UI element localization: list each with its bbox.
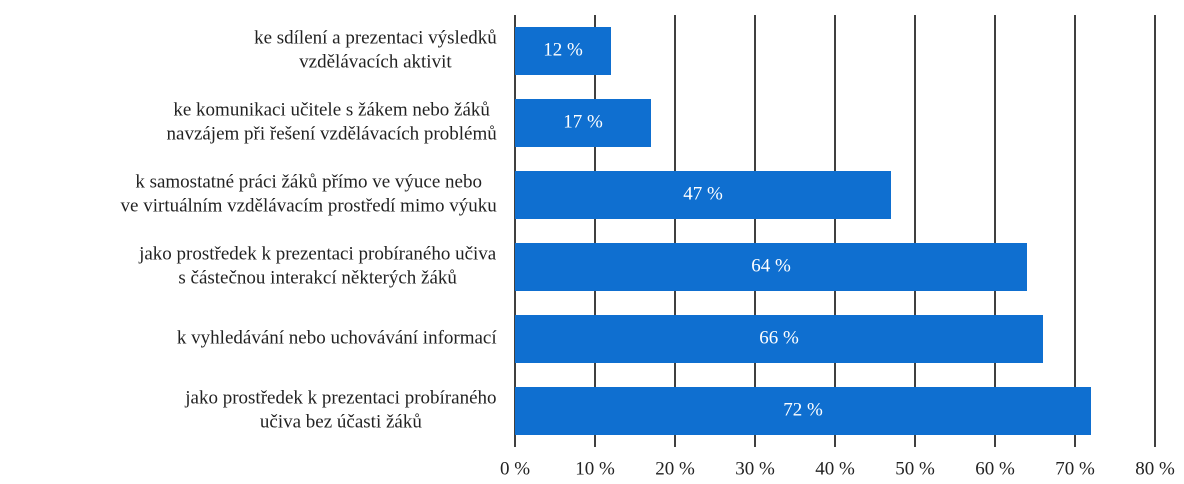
category-label-line: vzdělávacích aktivit: [299, 51, 452, 72]
bar: [515, 171, 891, 219]
bar: [515, 387, 1091, 435]
bar: [515, 315, 1043, 363]
x-tick-label: 10 %: [575, 458, 615, 479]
value-label: 72 %: [783, 399, 823, 420]
category-label: k vyhledávání nebo uchovávání informací: [177, 327, 497, 348]
category-label: jako prostředek k prezentaci probíraného…: [184, 387, 496, 432]
x-tick-label: 30 %: [735, 458, 775, 479]
category-label: k samostatné práci žáků přímo ve výuce n…: [121, 171, 498, 216]
category-label: jako prostředek k prezentaci probíraného…: [138, 243, 497, 288]
x-tick-label: 50 %: [895, 458, 935, 479]
x-tick-label: 20 %: [655, 458, 695, 479]
category-label-line: ke komunikaci učitele s žákem nebo žáků: [173, 99, 490, 120]
category-label-line: jako prostředek k prezentaci probíraného…: [138, 243, 497, 264]
x-tick-label: 0 %: [500, 458, 530, 479]
category-label-line: ke sdílení a prezentaci výsledků: [254, 27, 497, 48]
category-label-line: jako prostředek k prezentaci probíraného: [184, 387, 496, 408]
category-label-line: učiva bez účasti žáků: [260, 411, 422, 432]
x-tick-label: 70 %: [1055, 458, 1095, 479]
x-tick-label: 40 %: [815, 458, 855, 479]
category-label-line: k vyhledávání nebo uchovávání informací: [177, 327, 497, 348]
category-label-line: s částečnou interakcí některých žáků: [178, 267, 457, 288]
value-label: 64 %: [751, 255, 791, 276]
x-tick-label: 60 %: [975, 458, 1015, 479]
bar: [515, 243, 1027, 291]
category-label-line: navzájem při řešení vzdělávacích problém…: [167, 123, 498, 144]
value-label: 66 %: [759, 327, 799, 348]
category-label-line: ve virtuálním vzdělávacím prostředí mimo…: [121, 195, 498, 216]
category-label-line: k samostatné práci žáků přímo ve výuce n…: [135, 171, 482, 192]
x-tick-label: 80 %: [1135, 458, 1175, 479]
category-label: ke sdílení a prezentaci výsledků vzděláva…: [254, 27, 497, 72]
value-label: 17 %: [563, 111, 603, 132]
value-label: 47 %: [683, 183, 723, 204]
value-label: 12 %: [543, 39, 583, 60]
bar: [515, 27, 611, 75]
category-label: ke komunikaci učitele s žákem nebo žáků n…: [167, 99, 498, 144]
bar: [515, 99, 651, 147]
